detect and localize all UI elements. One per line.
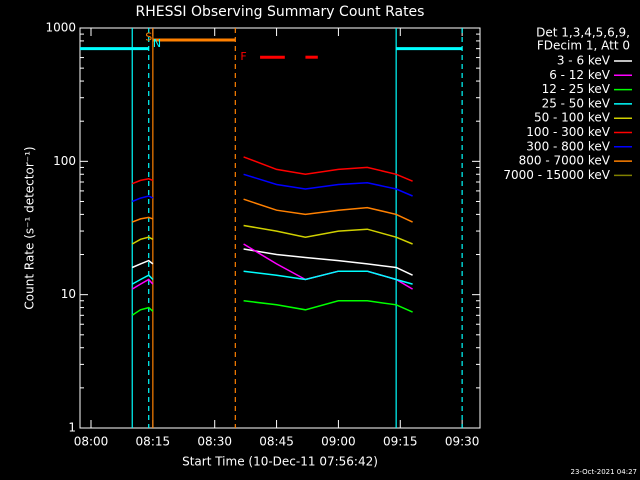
legend-label: 800 - 7000 keV [519,154,611,168]
legend-header: Det 1,3,4,5,6,9, [536,26,630,40]
legend-label: 7000 - 15000 keV [503,168,610,182]
series-line [131,270,413,285]
series-line [131,173,413,203]
legend-header: FDecim 1, Att 0 [537,39,630,53]
x-tick-label: 09:30 [445,435,480,449]
x-tick-label: 08:30 [197,435,232,449]
legend-label: 6 - 12 keV [549,68,611,82]
series-line [131,198,413,223]
y-tick-label: 100 [53,154,76,168]
chart-title: RHESSI Observing Summary Count Rates [136,4,425,20]
legend-label: 300 - 800 keV [526,139,610,153]
y-tick-label: 10 [61,287,76,301]
y-tick-label: 1000 [45,21,76,35]
x-tick-label: 08:00 [74,435,109,449]
series-line [131,156,413,185]
footer: 23-Oct-2021 04:27 [571,468,637,476]
x-tick-label: 09:00 [321,435,356,449]
x-axis-label: Start Time (10-Dec-11 07:56:42) [182,455,378,469]
legend-label: 12 - 25 keV [542,82,611,96]
y-axis-label: Count Rate (s⁻¹ detector⁻¹) [23,146,37,309]
y-tick-label: 1 [68,421,76,435]
series-line [131,300,413,316]
legend-label: 25 - 50 keV [542,96,611,110]
series-line [131,224,413,245]
series-line [131,248,413,276]
flag-label: N [153,37,161,50]
legend-label: 3 - 6 keV [557,54,611,68]
legend-label: 100 - 300 keV [526,125,610,139]
x-tick-label: 08:45 [259,435,294,449]
series-line [131,243,413,290]
x-tick-label: 08:15 [136,435,171,449]
x-tick-label: 09:15 [383,435,418,449]
legend-label: 50 - 100 keV [534,111,611,125]
flag-label: F [240,50,246,63]
plot-frame [79,27,481,429]
flag-label: S [145,30,152,43]
